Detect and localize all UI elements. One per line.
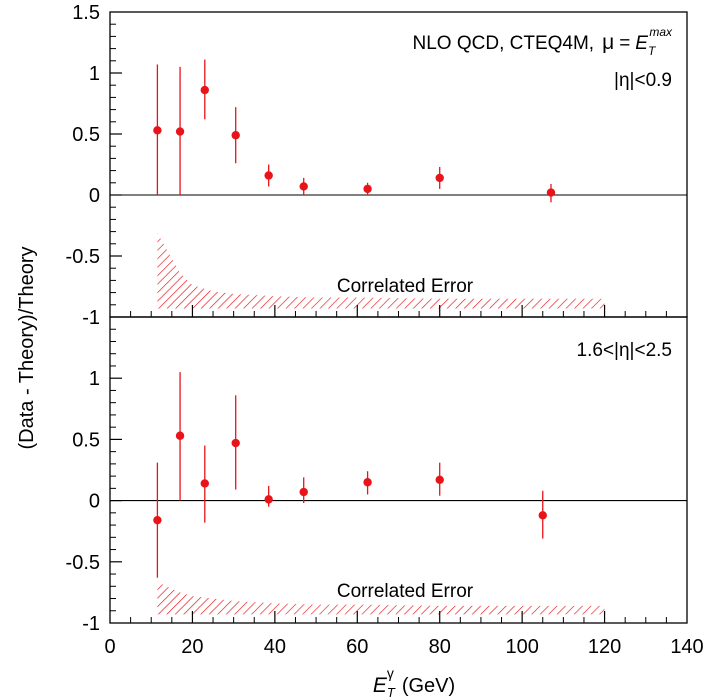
point-marker [363, 184, 372, 194]
data-point [546, 184, 556, 203]
y-tick-label: 0.5 [72, 429, 100, 451]
x-tick-label: 100 [505, 636, 538, 658]
x-tick-label: 0 [104, 636, 115, 658]
point-marker [264, 495, 273, 504]
bottom-data-points [153, 372, 547, 578]
point-marker [231, 131, 240, 140]
data-point [264, 164, 273, 187]
y-tick-label: -1 [82, 613, 100, 635]
top-y-ticks: 1.5 1 0.5 0 -0.5 -1 [66, 2, 122, 329]
point-marker [200, 479, 209, 488]
y-axis-title: (Data - Theory)/Theory [16, 246, 38, 449]
bottom-correlated-error-band [157, 581, 605, 615]
y-tick-label: 1.5 [72, 2, 100, 24]
scale-et-sub: T [648, 44, 657, 58]
data-point [299, 177, 308, 195]
data-point [435, 166, 444, 189]
bottom-eta-region: 1.6<|η|<2.5 [577, 340, 672, 361]
mu-symbol: μ [602, 31, 614, 54]
x-tick-label: 60 [346, 636, 368, 658]
x-tick-label: 140 [670, 636, 703, 658]
point-marker [299, 487, 308, 497]
data-point [435, 462, 444, 496]
x-axis-title-main: E [373, 674, 388, 697]
data-point [299, 477, 308, 504]
correlated-error-band [157, 232, 605, 309]
point-marker [153, 126, 162, 135]
data-point [200, 445, 209, 523]
top-eta-region: |η|<0.9 [614, 70, 672, 91]
y-tick-label: 0 [89, 185, 100, 207]
point-marker [299, 182, 308, 191]
y-tick-label: 0 [89, 491, 100, 513]
x-axis-title: ETγ (GeV) [373, 665, 455, 698]
point-marker [435, 173, 444, 183]
point-marker [200, 85, 209, 95]
top-theory-annotation: NLO QCD, CTEQ4M, μ = ETmax [413, 25, 673, 58]
data-point [538, 490, 547, 539]
top-correlated-error-band [157, 232, 605, 309]
point-marker [546, 188, 556, 197]
equals-sign: = [619, 33, 630, 54]
panel-bottom: 1 0.5 0 -0.5 -1 1.6<|η|<2.5 Correlated Error [66, 316, 688, 635]
point-marker [153, 515, 162, 525]
bottom-band-label: Correlated Error [337, 581, 474, 602]
theory-prefix: NLO QCD, CTEQ4M, [413, 33, 595, 54]
top-band-label: Correlated Error [337, 276, 474, 297]
y-tick-label: 1 [89, 63, 100, 85]
panel-top-frame [109, 11, 688, 318]
x-tick-label: 20 [181, 636, 203, 658]
data-point [200, 59, 209, 120]
data-point [175, 66, 185, 195]
data-point [175, 372, 185, 501]
data-point [231, 107, 240, 164]
data-point [363, 182, 372, 195]
panel-top: 1.5 1 0.5 0 -0.5 -1 NLO QCD, CTEQ4M, μ = ETmax |… [66, 2, 688, 329]
x-axis: 0 20 40 60 80 100 120 140 [104, 305, 704, 658]
data-point [231, 395, 240, 490]
bottom-y-ticks: 1 0.5 0 -0.5 -1 [66, 328, 122, 635]
x-axis-title-sub: T [387, 685, 396, 698]
point-marker [435, 475, 444, 484]
x-tick-label: 120 [588, 636, 621, 658]
scale-et: E [635, 33, 648, 54]
data-point [363, 471, 372, 495]
x-axis-title-unit: (GeV) [402, 675, 455, 697]
point-marker [231, 438, 240, 448]
x-tick-label: 40 [264, 636, 286, 658]
x-tick-label: 80 [429, 636, 451, 658]
point-marker [175, 127, 185, 136]
x-axis-title-sup: γ [387, 665, 394, 681]
y-tick-label: 1 [89, 368, 100, 390]
data-point [153, 64, 162, 195]
point-marker [175, 431, 185, 440]
panel-bottom-frame [109, 316, 688, 624]
correlated-error-band [157, 581, 605, 615]
y-tick-label: -1 [82, 307, 100, 329]
point-marker [363, 478, 372, 487]
y-tick-label: -0.5 [66, 246, 100, 268]
y-tick-label: -0.5 [66, 552, 100, 574]
y-tick-label: 0.5 [72, 124, 100, 146]
data-point [264, 485, 273, 507]
top-data-points [153, 59, 556, 203]
data-point [153, 462, 162, 578]
point-marker [538, 511, 547, 520]
point-marker [264, 171, 273, 180]
scale-et-sup: max [649, 25, 673, 39]
